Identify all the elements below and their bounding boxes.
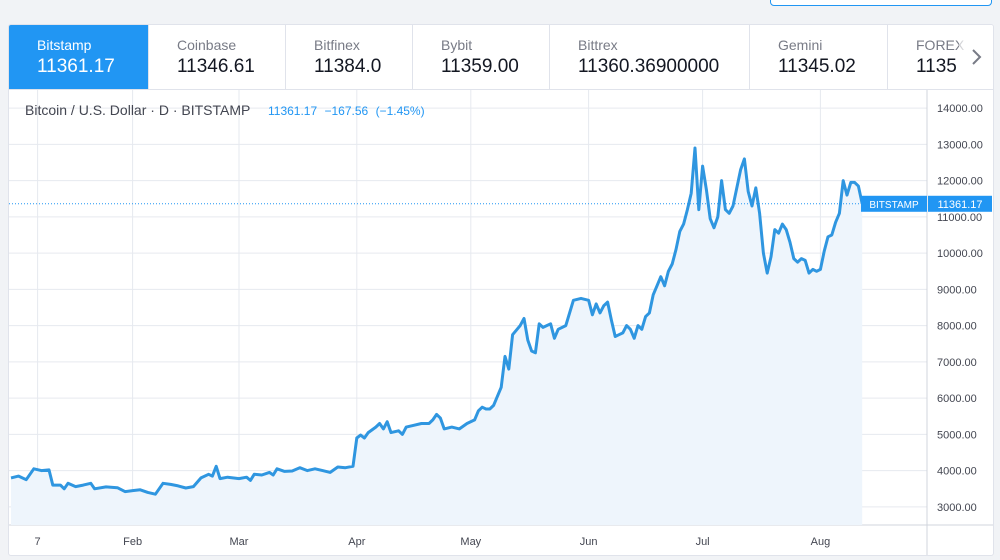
x-tick-label: 7 <box>35 536 41 548</box>
exchange-label-bg <box>861 195 927 212</box>
legend-values: 11361.17 −167.56 (−1.45%) <box>268 104 429 118</box>
tab-exchange-price: 11360.36900000 <box>578 56 720 77</box>
series-area <box>11 148 863 525</box>
x-tick-label: Aug <box>811 536 831 548</box>
last-price-label-bg <box>928 195 992 212</box>
legend-change-pct: (−1.45%) <box>375 104 425 118</box>
exchange-label: BITSTAMP <box>869 200 919 211</box>
y-tick-label: 4000.00 <box>937 466 977 478</box>
y-tick-label: 6000.00 <box>937 393 977 405</box>
tab-exchange-name: Bitfinex <box>314 37 360 53</box>
y-tick-label: 7000.00 <box>937 357 977 369</box>
tab-gemini[interactable]: Gemini 11345.02 <box>750 25 888 89</box>
price-widget: Bitstamp 11361.17 Coinbase 11346.61 Bitfinex… <box>8 24 994 556</box>
x-tick-label: Feb <box>123 536 142 548</box>
tab-exchange-price: 1135 <box>916 56 957 77</box>
y-tick-label: 14000.00 <box>937 103 983 115</box>
header-button-partial[interactable] <box>770 0 992 6</box>
page-header-strip: · · · · · <box>0 0 1000 22</box>
tab-exchange-name: FOREX <box>916 37 965 53</box>
x-tick-label: May <box>460 536 481 548</box>
y-tick-label: 13000.00 <box>937 139 983 151</box>
tab-bittrex[interactable]: Bittrex 11360.36900000 <box>550 25 750 89</box>
scroll-right-button[interactable] <box>959 25 993 89</box>
y-tick-label: 8000.00 <box>937 321 977 333</box>
x-tick-label: Jun <box>580 536 598 548</box>
tab-exchange-name: Bitstamp <box>37 37 92 53</box>
tab-bitstamp[interactable]: Bitstamp 11361.17 <box>9 25 149 89</box>
legend-change: −167.56 <box>324 104 369 118</box>
tab-exchange-name: Bybit <box>441 37 473 53</box>
y-tick-label: 3000.00 <box>937 502 977 514</box>
tab-bybit[interactable]: Bybit 11359.00 <box>413 25 550 89</box>
tab-exchange-price: 11346.61 <box>177 56 255 77</box>
price-chart[interactable]: 14000.00 13000.00 12000.00 11000.00 10000.00… <box>9 90 993 555</box>
tab-bitfinex[interactable]: Bitfinex 11384.0 <box>286 25 413 89</box>
y-tick-label: 10000.00 <box>937 248 983 260</box>
y-tick-label: 11000.00 <box>937 212 982 224</box>
x-tick-label: Apr <box>348 536 365 548</box>
y-tick-label: 9000.00 <box>937 284 977 296</box>
tab-exchange-name: Bittrex <box>578 37 618 53</box>
y-tick-label: 12000.00 <box>937 176 983 188</box>
tab-exchange-name: Gemini <box>778 37 823 53</box>
chevron-right-icon <box>972 49 982 65</box>
y-tick-label: 5000.00 <box>937 429 977 441</box>
tab-exchange-price: 11345.02 <box>778 56 856 77</box>
last-price-label: 11361.17 <box>937 199 982 211</box>
exchange-tabs: Bitstamp 11361.17 Coinbase 11346.61 Bitfinex… <box>9 25 993 90</box>
tab-coinbase[interactable]: Coinbase 11346.61 <box>149 25 286 89</box>
x-tick-label: Mar <box>230 536 249 548</box>
page-title-partial: · · · · · <box>0 0 65 11</box>
tab-exchange-price: 11361.17 <box>37 56 115 77</box>
chart-legend: Bitcoin / U.S. Dollar · D · BITSTAMP 113… <box>25 102 429 118</box>
tab-forex[interactable]: FOREX 1135 <box>888 25 988 89</box>
tab-exchange-price: 11384.0 <box>314 56 382 77</box>
legend-last: 11361.17 <box>267 104 318 118</box>
tab-exchange-price: 11359.00 <box>441 56 519 77</box>
x-tick-label: Jul <box>696 536 710 548</box>
tab-exchange-name: Coinbase <box>177 37 237 53</box>
legend-title: Bitcoin / U.S. Dollar · D · BITSTAMP <box>25 102 251 118</box>
chart-area[interactable]: 14000.00 13000.00 12000.00 11000.00 10000.00… <box>9 90 993 555</box>
series-line <box>10 146 864 496</box>
